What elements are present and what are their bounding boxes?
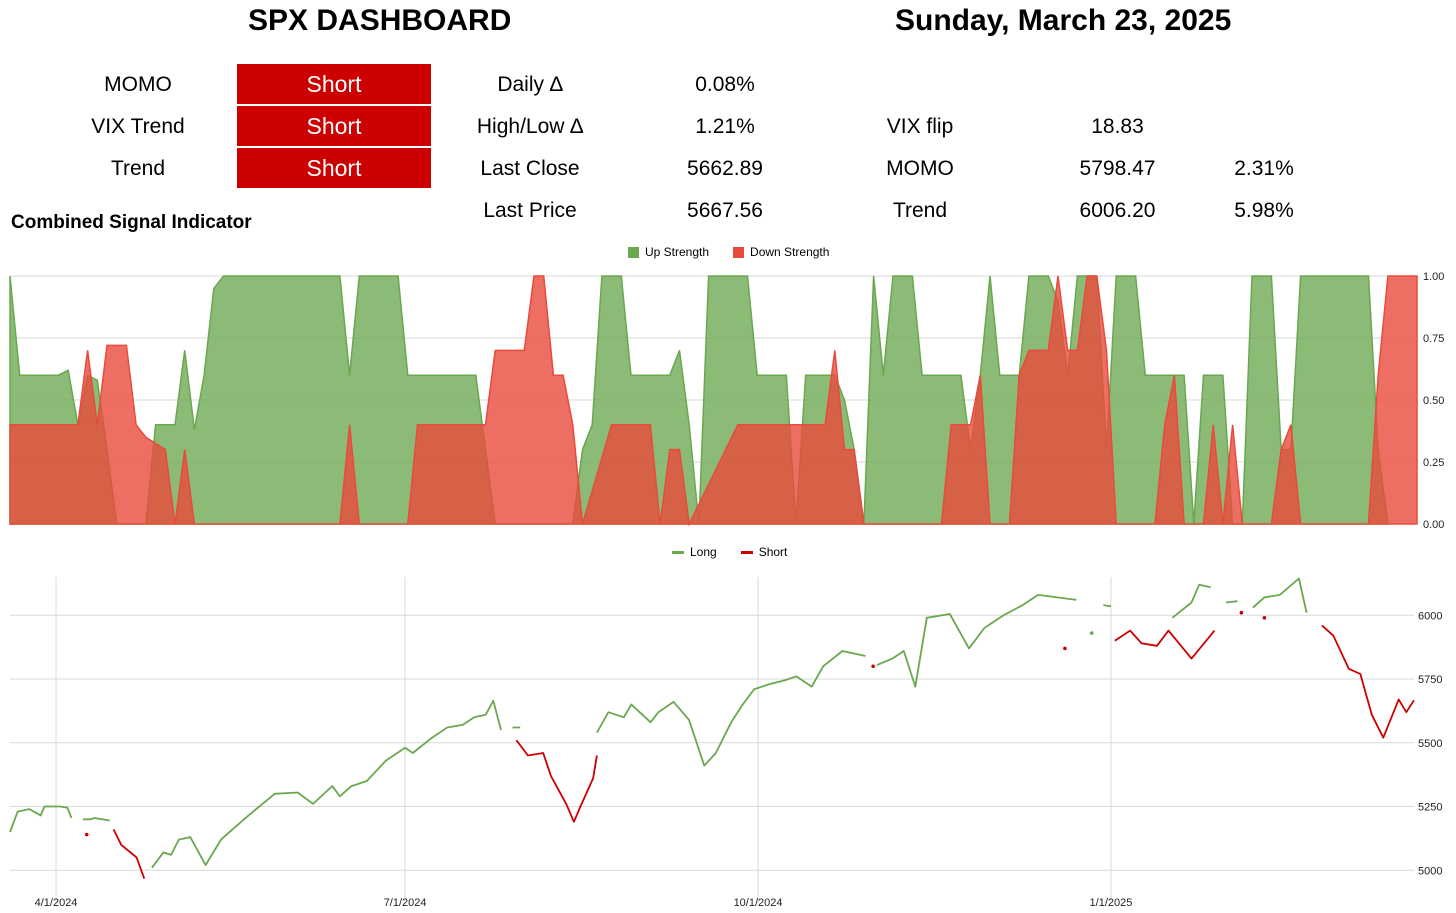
short-line	[1321, 624, 1415, 739]
level-value-trend: 6006.20	[1079, 199, 1156, 222]
legend-up-swatch	[628, 246, 639, 258]
legend-short-label: Short	[758, 545, 788, 559]
price-xtick: 4/1/2024	[35, 897, 78, 909]
long-line	[1252, 577, 1308, 613]
short-line-point	[1063, 646, 1067, 651]
stat-label-last-price: Last Price	[483, 199, 577, 222]
signal-badge-trend: Short	[237, 148, 431, 188]
short-line	[515, 739, 598, 823]
level-value-momo: 5798.47	[1079, 157, 1156, 180]
price-ytick: 5500	[1418, 738, 1442, 750]
legend-down-swatch	[733, 246, 745, 258]
stat-label-last-close: Last Close	[480, 157, 580, 180]
signal-label-momo: MOMO	[104, 73, 172, 96]
strength-ytick: 0.75	[1423, 333, 1444, 345]
legend-down-label: Down Strength	[750, 245, 830, 259]
legend-long-label: Long	[690, 545, 717, 559]
long-line	[1103, 604, 1112, 608]
down-strength-area	[9, 275, 1418, 527]
legend-short-swatch	[740, 550, 753, 554]
strength-ytick: 1.00	[1423, 271, 1444, 283]
short-line-point	[84, 832, 89, 837]
legend-long-swatch	[672, 550, 684, 554]
strength-ytick: 0.50	[1423, 395, 1444, 407]
level-pct-momo: 2.31%	[1234, 157, 1294, 180]
stat-label-high-low: High/Low ∆	[476, 115, 584, 138]
stat-value-last-price: 5667.56	[687, 199, 763, 222]
price-chart: 5000 5250 5500 5750 6000 4/1/2024 7/1/2024 10/1…	[9, 577, 1442, 909]
price-xtick: 7/1/2024	[384, 897, 427, 909]
short-line-point	[1262, 616, 1267, 620]
price-ytick: 5250	[1418, 802, 1442, 814]
short-line	[1114, 629, 1216, 660]
price-xtick: 10/1/2024	[734, 897, 783, 909]
signal-badge-vix-trend: Short	[237, 106, 431, 146]
legend-strength: Up Strength Down Strength	[628, 245, 829, 259]
strength-chart: 0.00 0.25 0.50 0.75 1.00	[9, 271, 1444, 531]
level-value-vix-flip: 18.83	[1091, 115, 1144, 138]
long-line	[1171, 583, 1211, 619]
short-line-point	[871, 664, 875, 669]
level-label-vix-flip: VIX flip	[886, 115, 954, 138]
price-ytick: 6000	[1418, 610, 1442, 622]
long-line	[82, 817, 110, 822]
stat-value-high-low: 1.21%	[695, 115, 755, 138]
strength-ytick: 0.00	[1423, 519, 1444, 531]
long-line	[596, 650, 866, 767]
long-line	[876, 594, 1077, 688]
signal-label-vix-trend: VIX Trend	[91, 115, 185, 138]
legend-price: Long Short	[672, 545, 787, 559]
strength-ytick: 0.25	[1423, 457, 1444, 469]
dashboard-title: SPX DASHBOARD	[248, 4, 512, 37]
short-line-point	[1239, 610, 1244, 615]
long-line	[151, 699, 502, 869]
stat-value-daily: 0.08%	[695, 73, 755, 96]
level-label-trend: Trend	[892, 199, 948, 222]
level-pct-trend: 5.98%	[1234, 199, 1294, 222]
signal-label-trend: Trend	[110, 157, 166, 180]
level-label-momo: MOMO	[886, 157, 954, 180]
price-ytick: 5750	[1418, 674, 1442, 686]
legend-up-label: Up Strength	[645, 245, 710, 259]
price-ytick: 5000	[1418, 865, 1442, 877]
dashboard-date: Sunday, March 23, 2025	[895, 4, 1232, 37]
long-line	[9, 805, 73, 833]
stat-label-daily: Daily ∆	[497, 73, 563, 96]
stat-value-last-close: 5662.89	[687, 157, 763, 180]
long-line-point	[1089, 631, 1094, 635]
signal-badge-momo: Short	[237, 64, 431, 104]
price-xtick: 1/1/2025	[1090, 897, 1133, 909]
combined-signal-title: Combined Signal Indicator	[11, 212, 252, 233]
short-line	[112, 829, 146, 880]
long-line	[1225, 600, 1238, 604]
